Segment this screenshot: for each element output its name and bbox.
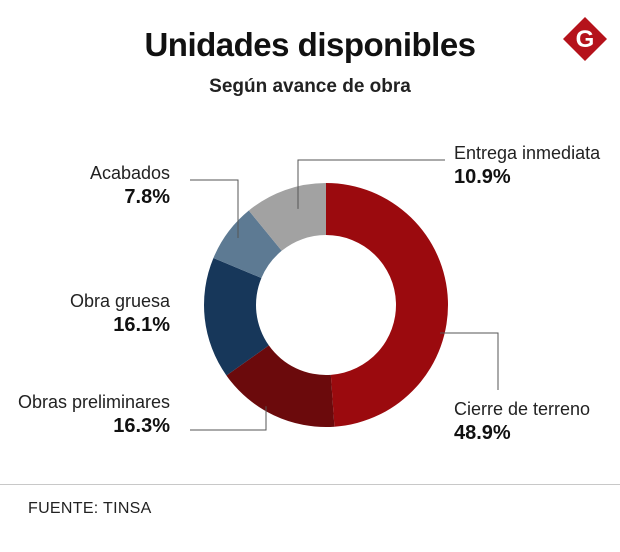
slice-label: Obra gruesa bbox=[69, 291, 170, 311]
slice-label: Acabados bbox=[89, 163, 170, 183]
leader-line-acabados bbox=[190, 179, 239, 239]
leader-line-entrega-inmediata bbox=[297, 159, 445, 209]
chart-subtitle: Según avance de obra bbox=[209, 76, 411, 97]
svg-text:G: G bbox=[576, 26, 595, 53]
brand-logo-icon: G bbox=[563, 17, 607, 61]
donut-slice-obras-preliminares bbox=[226, 345, 335, 427]
slice-label: Cierre de terreno bbox=[454, 399, 591, 419]
slice-value: 16.3% bbox=[113, 415, 170, 437]
leader-line-obras-preliminares bbox=[190, 406, 267, 431]
leader-line-cierre-de-terreno bbox=[440, 332, 499, 390]
label-obras-preliminares: Obras preliminares 16.3% bbox=[18, 390, 170, 438]
chart-title: Unidades disponibles bbox=[144, 26, 476, 63]
donut-slice-entrega-inmediata bbox=[248, 183, 326, 251]
footer-divider bbox=[0, 484, 620, 485]
donut-slice-obra-gruesa bbox=[204, 257, 269, 376]
label-obra-gruesa: Obra gruesa 16.1% bbox=[70, 289, 170, 337]
slice-value: 16.1% bbox=[113, 314, 170, 336]
slice-value: 48.9% bbox=[454, 422, 511, 444]
donut-slice-cierre-de-terreno bbox=[326, 183, 449, 427]
slice-label: Entrega inmediata bbox=[454, 143, 601, 163]
slice-label: Obras preliminares bbox=[17, 392, 170, 412]
slice-value: 7.8% bbox=[124, 186, 170, 208]
donut-slice-acabados bbox=[213, 210, 282, 279]
slice-value: 10.9% bbox=[454, 166, 511, 188]
label-entrega-inmediata: Entrega inmediata 10.9% bbox=[454, 141, 600, 189]
label-acabados: Acabados 7.8% bbox=[90, 161, 170, 209]
source-note: FUENTE: TINSA bbox=[28, 500, 152, 517]
label-cierre-de-terreno: Cierre de terreno 48.9% bbox=[454, 397, 590, 445]
